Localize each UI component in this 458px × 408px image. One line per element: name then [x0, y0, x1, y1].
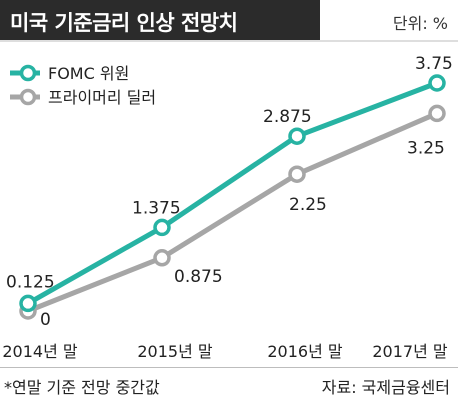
- data-label-dealer-3: 3.25: [407, 138, 445, 158]
- x-tick-label-1: 2015년 말: [137, 342, 213, 361]
- data-point-dealer-1: [153, 249, 171, 267]
- series-line-dealer: [27, 111, 438, 314]
- data-point-dealer-2: [288, 165, 306, 183]
- legend-marker-fomc: [19, 64, 37, 82]
- x-tick-label-2: 2016년 말: [267, 342, 343, 361]
- data-label-dealer-2: 2.25: [289, 195, 327, 215]
- data-point-fomc-3: [428, 74, 446, 92]
- unit-label: 단위: %: [392, 14, 448, 33]
- chart-title: 미국 기준금리 인상 전망치: [10, 11, 238, 35]
- title-box: 미국 기준금리 인상 전망치: [0, 0, 320, 40]
- data-label-dealer-0: 0: [40, 310, 51, 330]
- data-label-fomc-3: 3.75: [415, 54, 453, 74]
- data-label-dealer-1: 0.875: [174, 267, 223, 287]
- data-label-fomc-1: 1.375: [132, 198, 181, 218]
- legend-label-fomc: FOMC 위원: [48, 64, 129, 83]
- footnote: *연말 기준 전망 중간값: [4, 378, 160, 397]
- data-label-fomc-0: 0.125: [6, 272, 55, 292]
- series-line-fomc: [26, 80, 438, 306]
- x-tick-label-0: 2014년 말: [2, 342, 78, 361]
- footer-divider: [0, 367, 458, 368]
- x-tick-label-3: 2017년 말: [372, 342, 448, 361]
- data-label-fomc-2: 2.875: [263, 107, 312, 127]
- legend-marker-dealer: [19, 88, 37, 106]
- legend-label-dealer: 프라이머리 딜러: [48, 88, 156, 107]
- data-point-fomc-0: [19, 294, 37, 313]
- title-bar: 미국 기준금리 인상 전망치 단위: %: [0, 0, 458, 40]
- data-point-fomc-1: [153, 218, 171, 237]
- data-point-dealer-3: [428, 104, 446, 123]
- data-point-fomc-2: [288, 127, 306, 145]
- source-note: 자료: 국제금융센터: [321, 378, 450, 397]
